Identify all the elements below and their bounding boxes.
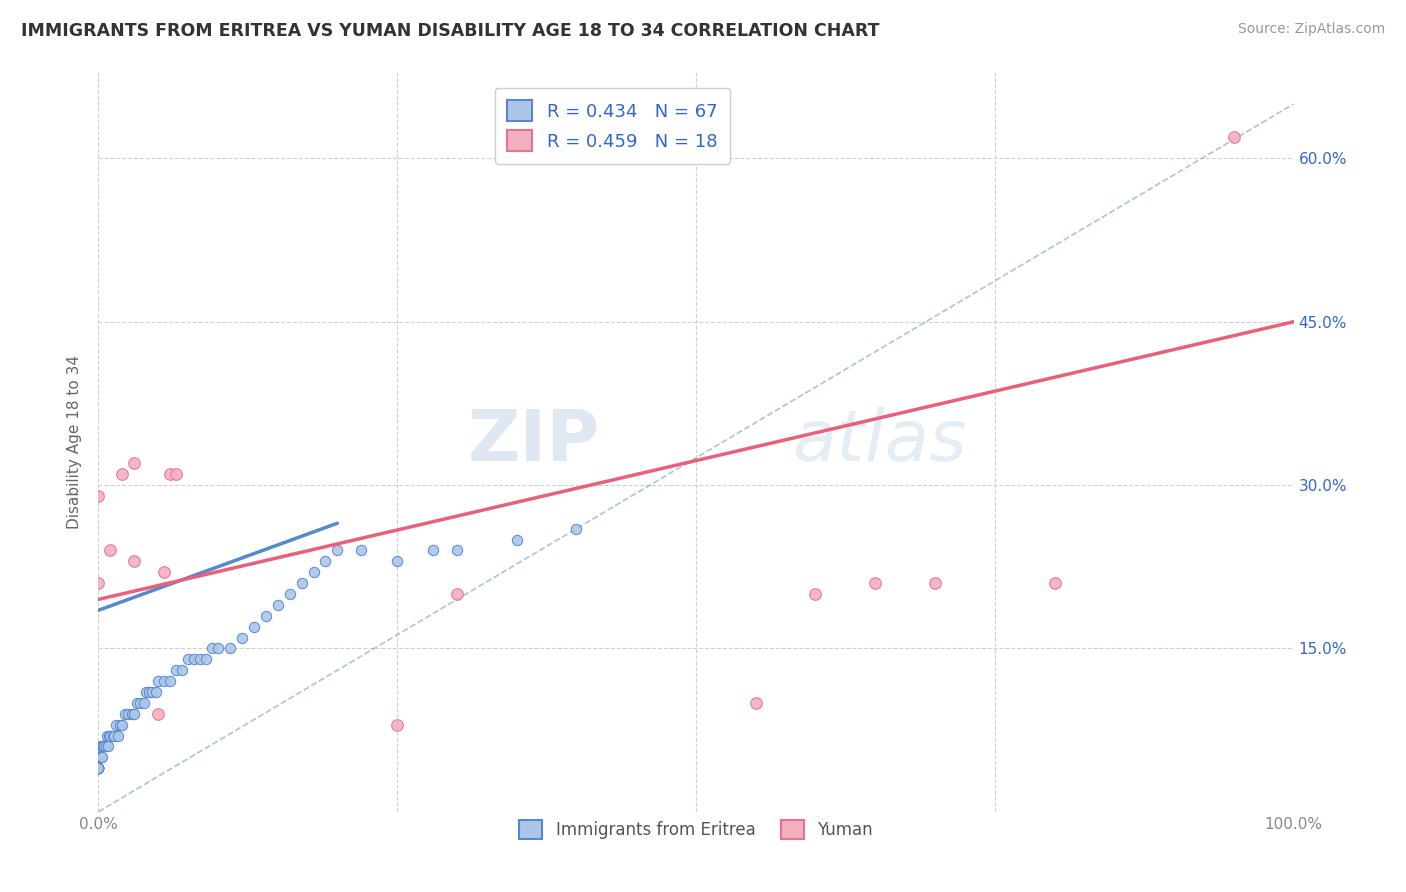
Point — [159, 467, 181, 482]
Point — [291, 576, 314, 591]
Point — [91, 750, 114, 764]
Point — [111, 717, 134, 731]
Point — [101, 729, 124, 743]
Point — [201, 641, 224, 656]
Point — [121, 706, 143, 721]
Point — [87, 761, 110, 775]
Point — [141, 685, 163, 699]
Point — [124, 554, 146, 568]
Text: IMMIGRANTS FROM ERITREA VS YUMAN DISABILITY AGE 18 TO 34 CORRELATION CHART: IMMIGRANTS FROM ERITREA VS YUMAN DISABIL… — [21, 22, 880, 40]
Text: Source: ZipAtlas.com: Source: ZipAtlas.com — [1237, 22, 1385, 37]
Point — [108, 717, 131, 731]
Point — [87, 489, 110, 503]
Point — [98, 543, 122, 558]
Point — [165, 467, 187, 482]
Point — [195, 652, 218, 666]
Point — [103, 729, 125, 743]
Point — [565, 522, 588, 536]
Point — [148, 674, 170, 689]
Legend: Immigrants from Eritrea, Yuman: Immigrants from Eritrea, Yuman — [510, 812, 882, 847]
Point — [135, 685, 157, 699]
Point — [267, 598, 290, 612]
Point — [148, 706, 170, 721]
Point — [105, 717, 128, 731]
Point — [302, 565, 325, 579]
Point — [87, 761, 110, 775]
Point — [89, 750, 111, 764]
Point — [804, 587, 827, 601]
Point — [207, 641, 229, 656]
Point — [94, 739, 117, 754]
Point — [87, 761, 110, 775]
Point — [745, 696, 768, 710]
Point — [183, 652, 205, 666]
Point — [145, 685, 167, 699]
Point — [231, 631, 253, 645]
Point — [93, 739, 115, 754]
Point — [153, 674, 176, 689]
Point — [89, 750, 111, 764]
Point — [278, 587, 301, 601]
Point — [1043, 576, 1066, 591]
Point — [385, 554, 409, 568]
Point — [87, 761, 110, 775]
Point — [129, 696, 152, 710]
Point — [114, 706, 136, 721]
Point — [326, 543, 349, 558]
Point — [446, 543, 468, 558]
Point — [117, 706, 139, 721]
Point — [219, 641, 242, 656]
Point — [87, 761, 110, 775]
Point — [132, 696, 155, 710]
Point — [124, 706, 146, 721]
Point — [87, 761, 110, 775]
Point — [87, 761, 110, 775]
Point — [87, 761, 110, 775]
Point — [188, 652, 211, 666]
Text: atlas: atlas — [792, 407, 966, 476]
Point — [125, 696, 148, 710]
Point — [422, 543, 444, 558]
Text: ZIP: ZIP — [468, 407, 600, 476]
Point — [98, 729, 121, 743]
Point — [90, 750, 112, 764]
Point — [1223, 129, 1246, 144]
Point — [924, 576, 946, 591]
Point — [107, 729, 129, 743]
Point — [124, 456, 146, 470]
Point — [91, 739, 114, 754]
Point — [177, 652, 200, 666]
Point — [97, 739, 120, 754]
Point — [98, 729, 122, 743]
Point — [91, 739, 114, 754]
Point — [111, 467, 134, 482]
Point — [96, 729, 118, 743]
Y-axis label: Disability Age 18 to 34: Disability Age 18 to 34 — [67, 354, 83, 529]
Point — [90, 739, 112, 754]
Point — [506, 533, 529, 547]
Point — [254, 608, 277, 623]
Point — [243, 619, 266, 633]
Point — [385, 717, 409, 731]
Point — [172, 663, 194, 677]
Point — [138, 685, 160, 699]
Point — [87, 761, 110, 775]
Point — [446, 587, 468, 601]
Point — [87, 761, 110, 775]
Point — [159, 674, 181, 689]
Point — [315, 554, 337, 568]
Point — [865, 576, 887, 591]
Point — [153, 565, 176, 579]
Point — [87, 576, 110, 591]
Point — [165, 663, 187, 677]
Point — [350, 543, 373, 558]
